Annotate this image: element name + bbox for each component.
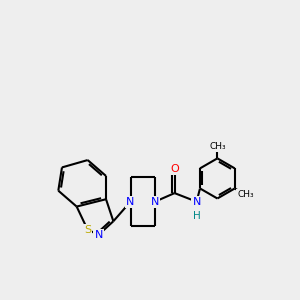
Text: N: N — [151, 197, 159, 207]
Text: S: S — [84, 225, 91, 235]
Text: H: H — [193, 212, 200, 221]
Text: CH₃: CH₃ — [209, 142, 226, 151]
Text: N: N — [126, 197, 135, 207]
Text: CH₃: CH₃ — [237, 190, 254, 199]
Text: N: N — [94, 230, 103, 240]
Text: O: O — [170, 164, 179, 174]
Text: N: N — [192, 197, 201, 207]
